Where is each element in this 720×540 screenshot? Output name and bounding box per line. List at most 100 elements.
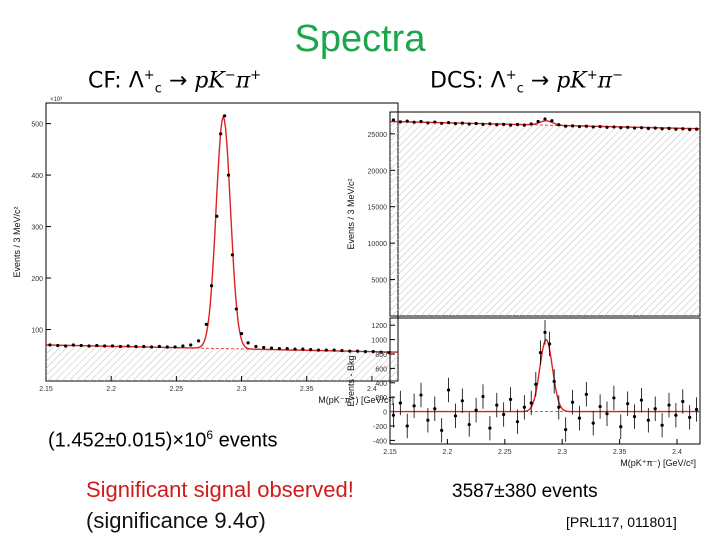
dcs-total-data-point: [522, 123, 526, 127]
cf-data-point: [219, 132, 223, 136]
dcs-total-data-point: [577, 124, 582, 129]
dcs-subtracted-xtick-label: 2.2: [443, 449, 453, 456]
cf-data-point: [157, 344, 162, 349]
cf-data-point: [348, 349, 352, 353]
cf-xtick-label: 2.3: [237, 386, 247, 393]
dcs-subtracted-xtick-label: 2.4: [672, 449, 682, 456]
dcs-total-data-point: [529, 122, 533, 126]
dcs-subtracted-ytick-label: -400: [373, 438, 387, 445]
dcs-subtracted-data-point: [522, 405, 526, 409]
dcs-total-data-point: [584, 124, 588, 128]
cf-data-point: [254, 344, 258, 349]
dcs-subtracted-xtick-label: 2.15: [383, 449, 397, 456]
dcs-subtracted-data-point: [433, 407, 437, 411]
dcs-total-data-point: [632, 126, 637, 130]
page-title: Spectra: [294, 18, 426, 60]
dcs-subtracted-data-point: [557, 405, 561, 409]
cf-ytick-label: 200: [31, 276, 43, 283]
dcs-decay-label: DCS: Λ+c → pK+π−: [430, 68, 624, 97]
dcs-total-data-point: [646, 126, 650, 130]
significance-note: (significance 9.4σ): [86, 508, 266, 533]
dcs-total-data-point: [667, 126, 671, 130]
dcs-total-data-point: [474, 121, 478, 126]
dcs-subtracted-ytick-label: 1000: [371, 338, 387, 345]
cf-xtick-label: 2.35: [300, 386, 314, 393]
dcs-total-data-point: [557, 123, 561, 127]
dcs-total-data-point: [598, 124, 602, 129]
dcs-subtracted-data-point: [632, 415, 637, 419]
cf-xtick-label: 2.2: [106, 386, 116, 393]
reference-citation: [PRL117, 011801]: [566, 514, 677, 530]
cf-data-point: [204, 322, 208, 326]
cf-data-point: [118, 344, 122, 349]
dcs-subtracted-data-point: [508, 397, 513, 401]
dcs-subtracted-data-point: [646, 418, 650, 422]
dcs-event-yield: 3587±380 events: [452, 481, 598, 502]
cf-data-point: [181, 344, 185, 348]
cf-data-point: [262, 345, 266, 350]
dcs-total-data-point: [564, 124, 568, 128]
dcs-subtracted-data-point: [440, 428, 444, 432]
dcs-subtracted-data-point: [488, 426, 492, 430]
cf-event-yield: (1.452±0.015)×106 events: [48, 428, 278, 453]
dcs-subtracted-data-point: [543, 330, 547, 334]
dcs-subtracted-ytick-label: 0: [383, 410, 387, 417]
dcs-subtracted-data-point: [547, 342, 552, 346]
dcs-subtracted-data-point: [605, 412, 609, 416]
cf-data-point: [293, 347, 297, 351]
dcs-subtracted-data-point: [460, 399, 464, 403]
cf-data-point: [87, 344, 91, 348]
dcs-subtracted-frame: [389, 317, 701, 445]
dcs-subtracted-xtick-label: 2.35: [613, 449, 627, 456]
cf-data-point: [223, 114, 227, 118]
dcs-subtracted-data-point: [391, 413, 396, 417]
dcs-total-data-point: [550, 119, 554, 123]
dcs-total-data-point: [412, 120, 416, 124]
dcs-subtracted-ytick-label: 400: [375, 381, 387, 388]
cf-data-point: [71, 343, 75, 347]
dcs-subtracted-data-point: [564, 428, 568, 432]
cf-data-point: [269, 346, 274, 350]
dcs-subtracted-ytick-label: -200: [373, 424, 387, 431]
cf-data-point: [301, 347, 305, 351]
dcs-subtracted-data-point: [419, 393, 423, 397]
cf-data-point: [126, 344, 130, 348]
cf-data-point: [277, 346, 281, 351]
dcs-subtracted-data-point: [426, 418, 430, 422]
dcs-subtracted-data-point: [612, 396, 616, 400]
cf-xtick-label: 2.25: [170, 386, 184, 393]
cf-data-point: [355, 349, 360, 353]
dcs-total-ytick-label: 5000: [371, 278, 387, 285]
dcs-subtracted-data-point: [598, 404, 602, 409]
dcs-total-data-point: [495, 123, 499, 127]
dcs-subtracted-data-point: [467, 422, 471, 427]
dcs-subtracted-data-point: [502, 412, 506, 417]
dcs-label-prefix: DCS:: [430, 68, 484, 94]
dcs-total-y-axis-label: Events / 3 MeV/c²: [346, 178, 356, 249]
cf-data-point: [309, 347, 313, 352]
dcs-subtracted-data-point: [534, 382, 538, 386]
dcs-subtracted-y-axis-label: Events - Bkg: [346, 355, 356, 406]
cf-data-point: [230, 253, 235, 257]
cf-event-yield-exponent: 6: [206, 428, 214, 442]
dcs-total-data-point: [612, 125, 616, 129]
cf-background-hatch: [46, 345, 398, 381]
cf-decay-label: CF: Λ+c → pK−π+: [88, 68, 262, 97]
dcs-subtracted-ytick-label: 600: [375, 366, 387, 373]
cf-data-point: [215, 214, 219, 218]
dcs-subtracted-data-point: [591, 421, 595, 425]
dcs-total-ytick-label: 20000: [368, 168, 388, 175]
cf-mass-spectrum-plot: 100 200 300 400 500 2.15 2.2 2.25 2.3 2.35 2.4 M(pK…: [12, 97, 399, 405]
cf-data-point: [239, 332, 244, 336]
dcs-subtracted-data-point: [653, 407, 657, 411]
dcs-total-data-point: [674, 127, 678, 131]
dcs-total-ytick-label: 25000: [368, 132, 388, 139]
dcs-subtracted-data-point: [619, 425, 623, 429]
dcs-total-ytick-label: 15000: [368, 205, 388, 212]
dcs-subtracted-data-point: [626, 402, 630, 406]
dcs-subtracted-data-point: [688, 415, 692, 419]
dcs-subtracted-x-axis-label: M(pK⁺π⁻) [GeV/c²]: [620, 458, 696, 468]
dcs-subtracted-xtick-label: 2.25: [498, 449, 512, 456]
cf-data-point: [332, 348, 336, 352]
cf-ytick-label: 300: [31, 225, 43, 232]
